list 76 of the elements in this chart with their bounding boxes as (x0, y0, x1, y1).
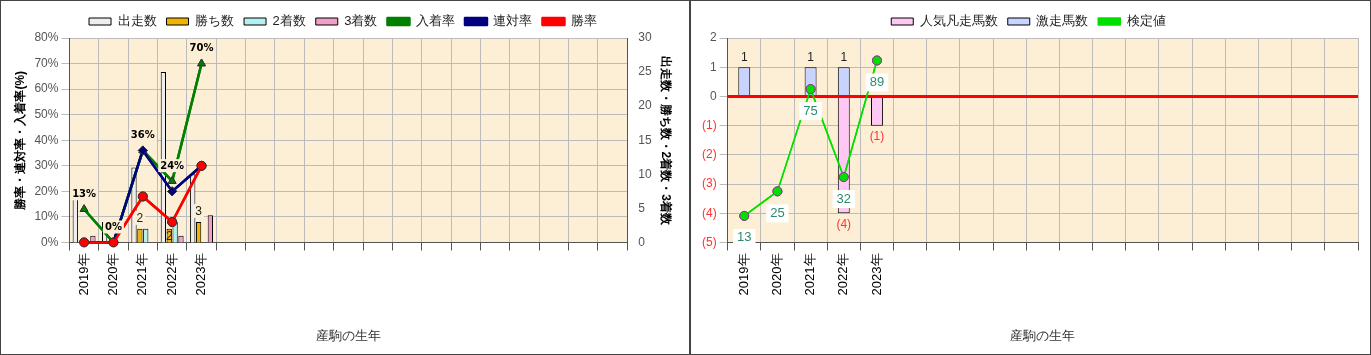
point (838, 172, 849, 183)
point (772, 186, 783, 197)
y-tick-label: 70% (34, 55, 59, 70)
x-axis-title: 産駒の生年 (315, 327, 381, 343)
data-label: 13 (737, 229, 752, 245)
y-tick-label: 2 (709, 30, 717, 45)
legend-label: 人気凡走馬数 (919, 13, 998, 29)
x-tick-label: 2021年 (802, 253, 818, 296)
y-tick-label: 1 (709, 59, 717, 74)
x-tick-label: 2023年 (868, 253, 884, 296)
legend-label: 検定値 (1126, 13, 1166, 29)
x-tick-label: 2019年 (735, 253, 751, 296)
point (197, 58, 206, 67)
y-tick-label: 0 (709, 88, 717, 103)
legend-label: 激走馬数 (1036, 13, 1089, 29)
y2-tick-label: 0 (638, 234, 646, 249)
data-label: 25 (770, 204, 785, 220)
y-tick-label: (3) (701, 176, 717, 191)
legend-label: 2着数 (272, 13, 306, 29)
data-label: 36% (130, 129, 155, 141)
data-label: 2 (136, 211, 144, 226)
x-axis-title: 産駒の生年 (1010, 327, 1076, 343)
y-tick-label: (2) (701, 147, 717, 162)
y2-tick-label: 15 (638, 132, 652, 147)
data-label: 1 (840, 49, 848, 64)
data-label: 32 (836, 190, 852, 206)
x-tick-label: 2022年 (163, 253, 179, 296)
data-label: 3 (195, 204, 203, 219)
data-label: 1 (740, 49, 748, 64)
x-tick-label: 2022年 (835, 253, 851, 296)
data-label: 13% (72, 187, 97, 199)
x-tick-label: 2020年 (769, 253, 785, 296)
legend-label: 出走数 (117, 13, 157, 29)
point (739, 210, 750, 221)
x-tick-label: 2021年 (134, 253, 150, 296)
point (805, 84, 816, 95)
data-label: (4) (836, 216, 852, 231)
y2-tick-label: 30 (638, 30, 652, 45)
point (167, 186, 178, 197)
y-tick-label: (5) (701, 234, 717, 249)
y-tick-label: (1) (701, 117, 717, 132)
legend-label: 連対率 (493, 13, 533, 29)
y-tick-label: (4) (701, 205, 717, 220)
data-label: 1 (807, 49, 815, 64)
y-tick-label: 10% (34, 209, 59, 224)
y2-tick-label: 25 (638, 64, 652, 79)
y-tick-label: 30% (34, 158, 59, 173)
data-label: 75 (803, 102, 818, 118)
x-tick-label: 2020年 (105, 253, 121, 296)
point (167, 217, 178, 228)
y2-axis-title: 出走数・勝ち数・2着数・3着数 (659, 55, 674, 226)
point (871, 55, 882, 66)
y-tick-label: 40% (34, 132, 59, 147)
y-tick-label: 0% (41, 234, 59, 249)
y2-tick-label: 20 (638, 98, 652, 113)
y-tick-label: 20% (34, 183, 59, 198)
point (167, 176, 177, 184)
y2-tick-label: 5 (638, 200, 646, 215)
legend-label: 勝ち数 (195, 13, 235, 29)
data-label: 24% (160, 159, 185, 171)
data-label: 0% (104, 221, 122, 233)
x-tick-label: 2023年 (193, 253, 209, 296)
y-tick-label: 50% (34, 106, 59, 121)
x-tick-label: 2019年 (75, 253, 91, 296)
legend-label: 入着率 (415, 13, 455, 29)
point (79, 204, 89, 212)
data-label: (1) (869, 128, 885, 143)
y2-tick-label: 10 (638, 166, 652, 181)
data-label: 70% (189, 42, 214, 54)
legend-label: 勝率 (570, 13, 597, 29)
y-axis-title: 勝率・連対率・入着率(%) (12, 70, 27, 211)
y-tick-label: 60% (34, 81, 59, 96)
data-label: 89 (869, 74, 885, 90)
legend-label: 3着数 (344, 13, 378, 29)
y-tick-label: 80% (34, 30, 59, 45)
point (137, 191, 148, 202)
